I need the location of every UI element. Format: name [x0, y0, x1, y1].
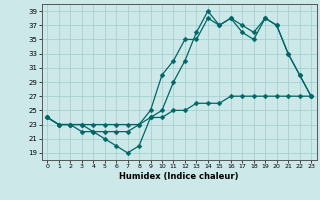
X-axis label: Humidex (Indice chaleur): Humidex (Indice chaleur) [119, 172, 239, 181]
